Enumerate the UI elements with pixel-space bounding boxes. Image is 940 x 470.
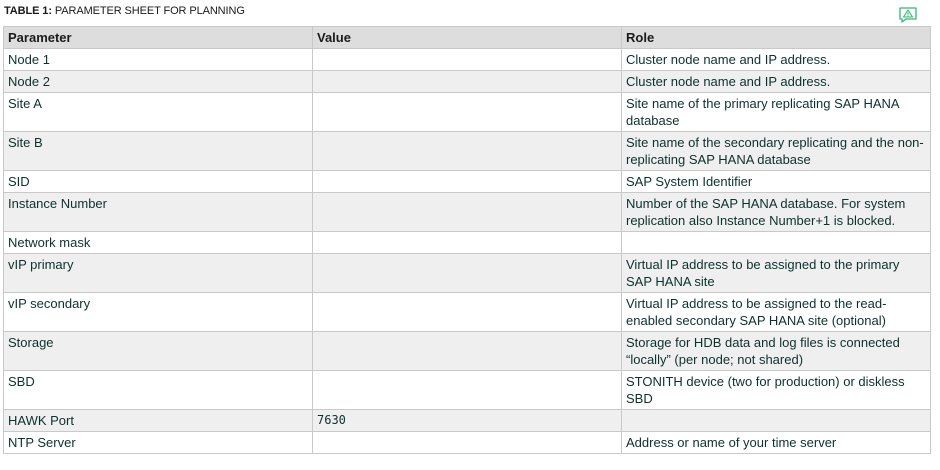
value-cell [312,370,622,410]
value-cell [312,292,622,332]
table-row: Network mask [3,231,931,254]
role-cell: STONITH device (two for production) or d… [621,370,931,410]
value-cell [312,92,622,132]
header-value: Value [312,26,622,49]
role-cell: Storage for HDB data and log files is co… [621,331,931,371]
table-row: Site B Site name of the secondary replic… [3,131,931,171]
parameter-cell: vIP primary [3,253,313,293]
parameter-cell: Storage [3,331,313,371]
value-cell [312,231,622,254]
role-cell: Number of the SAP HANA database. For sys… [621,192,931,232]
parameter-cell: Site B [3,131,313,171]
value-cell [312,131,622,171]
table-row: Node 1 Cluster node name and IP address. [3,48,931,71]
header-role: Role [621,26,931,49]
parameter-cell: Network mask [3,231,313,254]
header-parameter: Parameter [3,26,313,49]
table-caption-label: TABLE 1: [4,5,52,17]
table-row: vIP primary Virtual IP address to be ass… [3,253,931,293]
table-row: Instance Number Number of the SAP HANA d… [3,192,931,232]
feedback-warning-icon[interactable] [898,5,918,25]
table-row: NTP Server Address or name of your time … [3,431,931,454]
value-cell [312,253,622,293]
parameter-cell: Site A [3,92,313,132]
table-header-row: Parameter Value Role [3,26,931,49]
role-cell: Virtual IP address to be assigned to the… [621,253,931,293]
value-cell [312,331,622,371]
role-cell: Cluster node name and IP address. [621,48,931,71]
parameter-cell: Node 2 [3,70,313,93]
parameter-table: Parameter Value Role Node 1 Cluster node… [3,26,931,454]
parameter-cell: SID [3,170,313,193]
role-cell [621,409,931,432]
table-row: SID SAP System Identifier [3,170,931,193]
parameter-cell: HAWK Port [3,409,313,432]
value-cell [312,170,622,193]
value-cell [312,48,622,71]
table-caption: TABLE 1: PARAMETER SHEET FOR PLANNING [4,5,245,17]
table-row: Site A Site name of the primary replicat… [3,92,931,132]
table-row: Storage Storage for HDB data and log fil… [3,331,931,371]
role-cell: SAP System Identifier [621,170,931,193]
table-row: SBD STONITH device (two for production) … [3,370,931,410]
value-cell [312,70,622,93]
table-row: Node 2 Cluster node name and IP address. [3,70,931,93]
parameter-cell: SBD [3,370,313,410]
parameter-cell: NTP Server [3,431,313,454]
role-cell: Site name of the secondary replicating a… [621,131,931,171]
role-cell: Cluster node name and IP address. [621,70,931,93]
table-row: vIP secondary Virtual IP address to be a… [3,292,931,332]
role-cell: Address or name of your time server [621,431,931,454]
role-cell: Virtual IP address to be assigned to the… [621,292,931,332]
value-cell [312,192,622,232]
value-cell: 7630 [312,409,622,432]
value-cell [312,431,622,454]
parameter-cell: vIP secondary [3,292,313,332]
parameter-cell: Instance Number [3,192,313,232]
role-cell: Site name of the primary replicating SAP… [621,92,931,132]
table-caption-title: PARAMETER SHEET FOR PLANNING [51,5,245,17]
table-row: HAWK Port 7630 [3,409,931,432]
parameter-cell: Node 1 [3,48,313,71]
role-cell [621,231,931,254]
